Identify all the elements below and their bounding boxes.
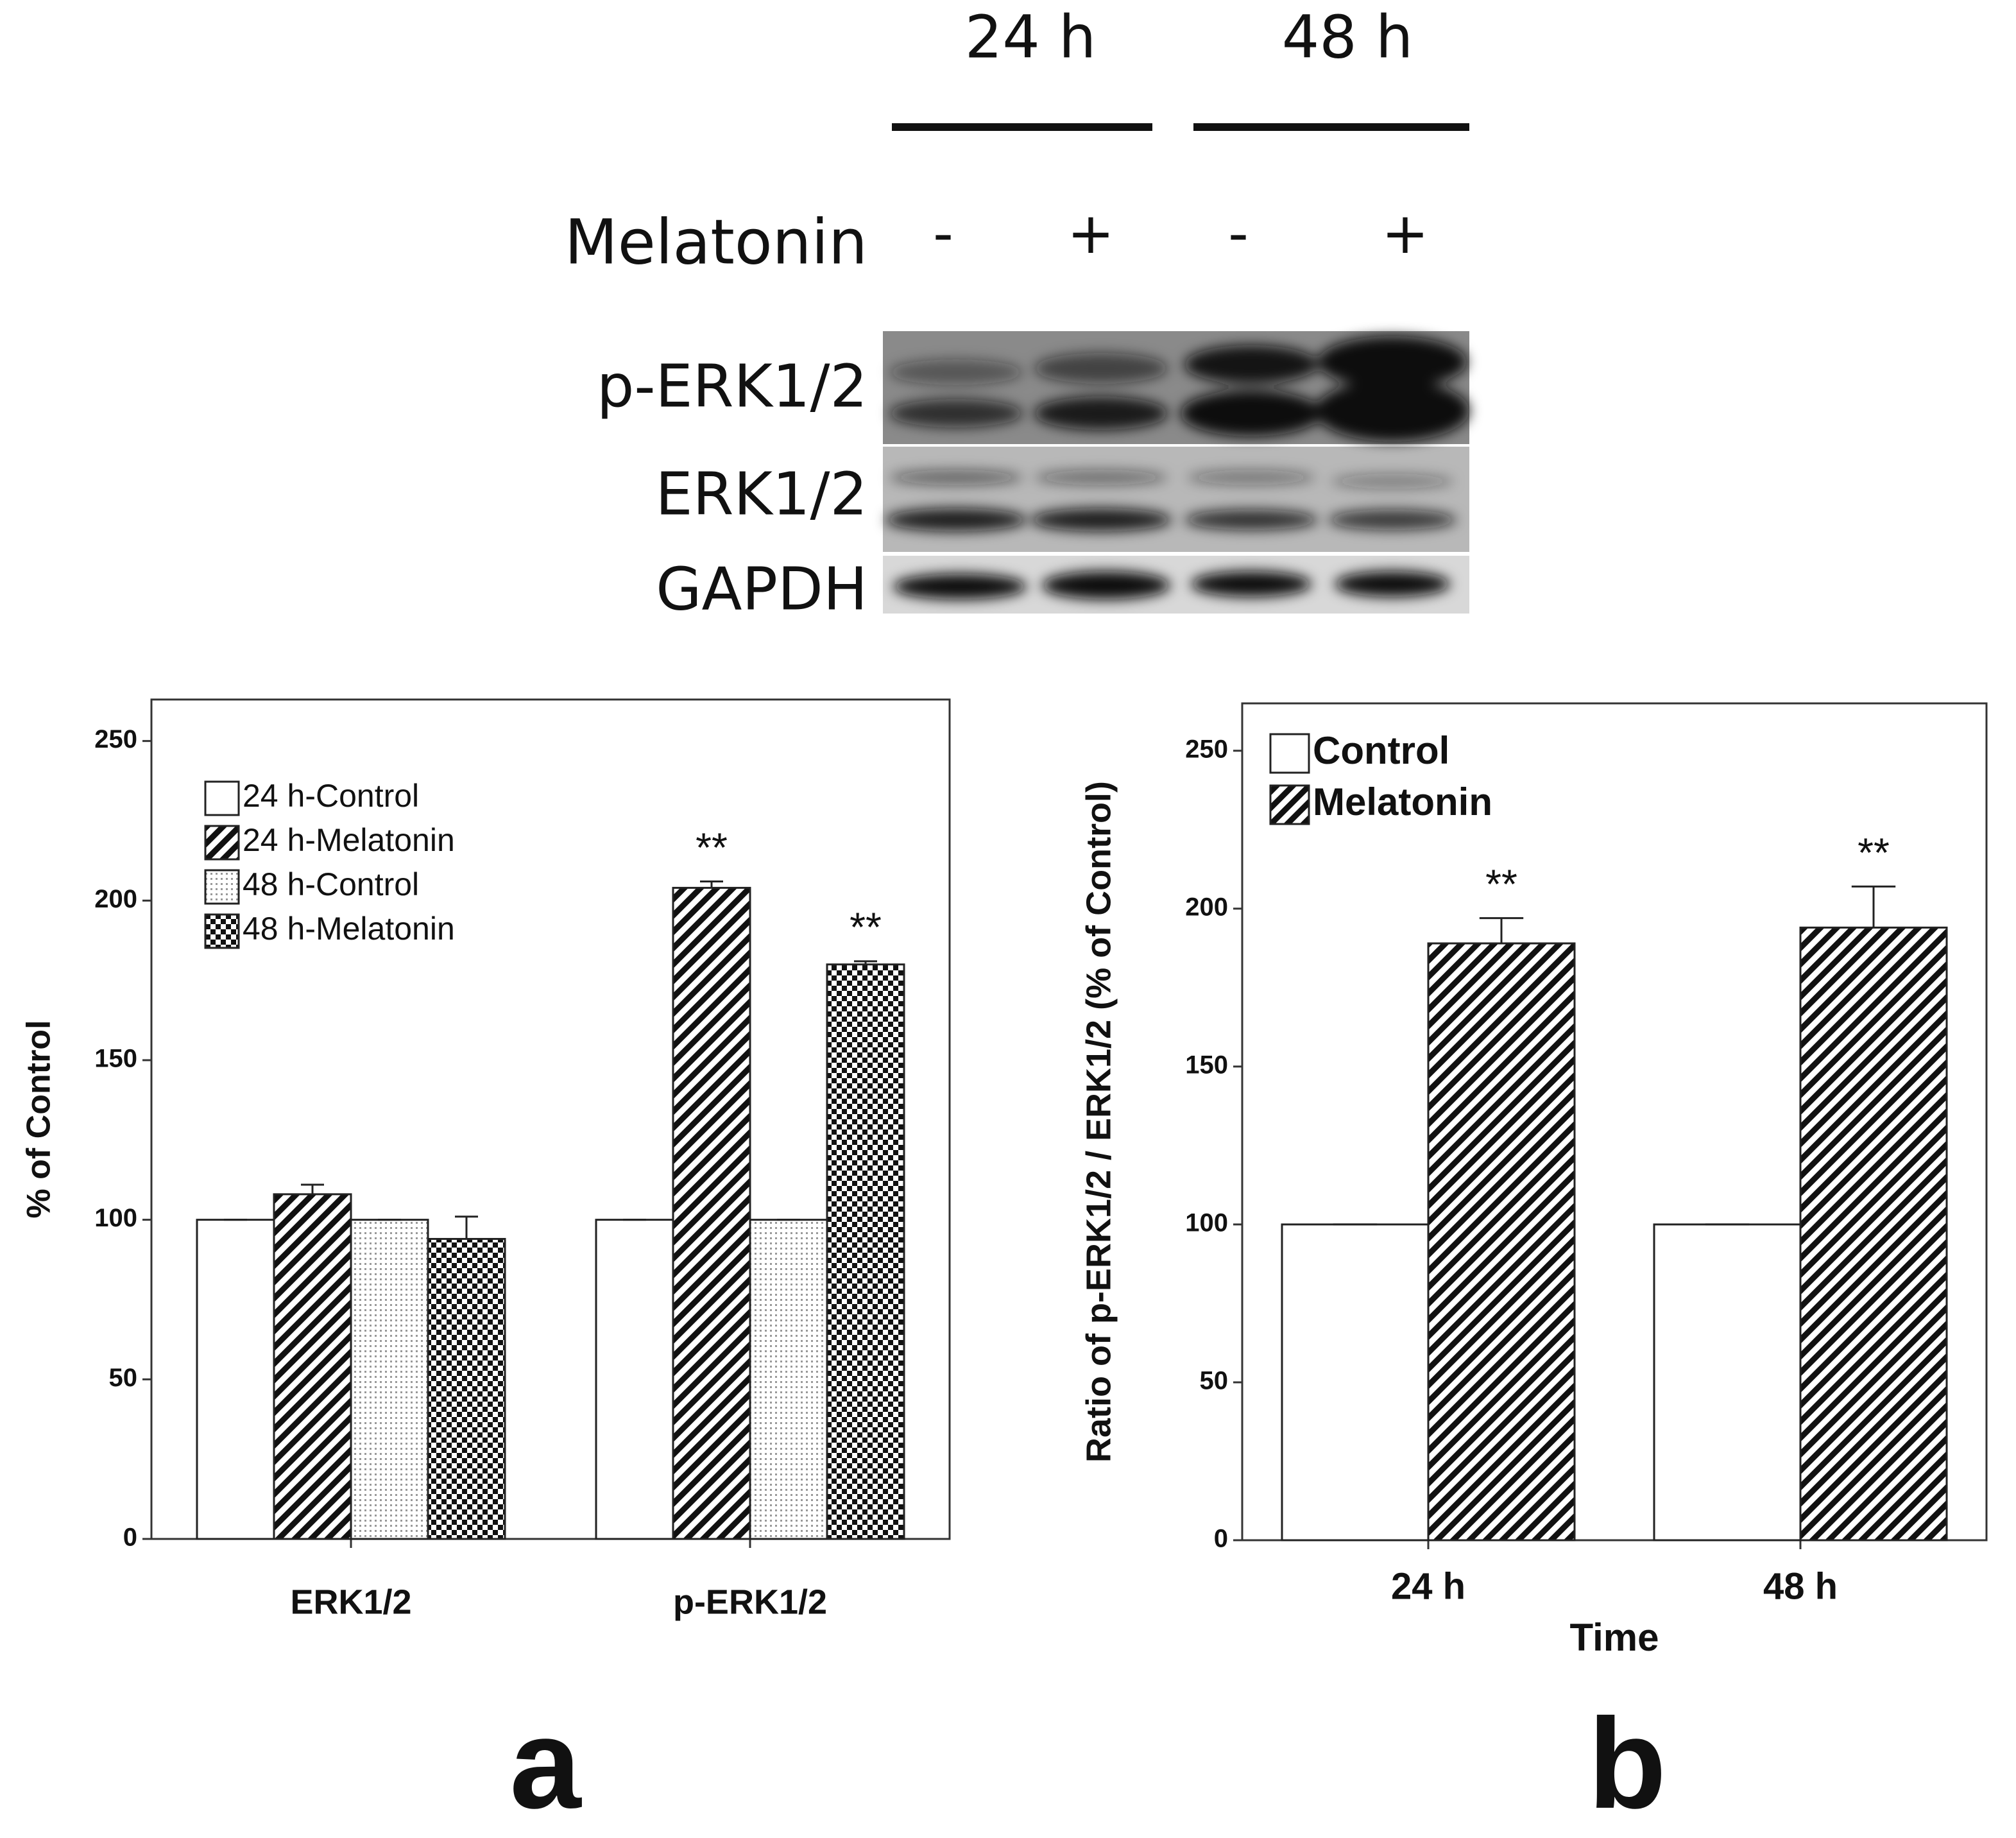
treatment-sign: + (1067, 200, 1115, 266)
y-tick-label: 50 (1200, 1367, 1229, 1395)
western-blot: 24 h 48 h Melatonin - + - + p-ERK1/2 ERK… (565, 3, 1469, 623)
bar (1427, 942, 1576, 1542)
bar (196, 1219, 275, 1540)
y-tick-label: 250 (1185, 735, 1228, 763)
bar (595, 1219, 674, 1540)
y-tick-label: 100 (94, 1204, 137, 1232)
y-axis-label: % of Control (21, 1020, 58, 1218)
y-tick-label: 200 (94, 885, 137, 913)
bar (672, 886, 751, 1540)
y-tick-label: 200 (1185, 893, 1228, 921)
x-axis-label: Time (1570, 1616, 1659, 1659)
legend-label: 48 h-Control (243, 866, 419, 902)
y-tick-label: 0 (1214, 1525, 1228, 1553)
y-tick-label: 150 (94, 1045, 137, 1073)
treatment-sign: - (933, 200, 953, 266)
significance-mark: ** (1858, 829, 1890, 875)
plot-frame (1241, 702, 1988, 1542)
y-tick-label: 100 (1185, 1208, 1228, 1237)
legend-swatch (1269, 784, 1310, 825)
error-bar (1851, 885, 1896, 928)
x-tick-label: p-ERK1/2 (673, 1583, 827, 1621)
bar (1799, 926, 1948, 1542)
bar (273, 1193, 352, 1540)
y-tick-label: 250 (94, 725, 137, 753)
error-bar (1479, 917, 1524, 943)
row-label: GAPDH (656, 554, 867, 623)
bar-chart: 0 50 100 150 200 250 Ratio of p-ERK1/2 / ERK1/… (1079, 702, 1988, 1659)
bar (1281, 1223, 1430, 1542)
legend-swatch (1269, 733, 1310, 774)
row-label: p-ERK1/2 (597, 352, 867, 420)
significance-mark: ** (1485, 861, 1517, 907)
legend-swatch (204, 913, 240, 949)
bar (350, 1219, 429, 1540)
legend-swatch (204, 780, 240, 816)
y-tick-label: 0 (123, 1524, 137, 1552)
error-bar (455, 1215, 478, 1239)
x-tick-label: ERK1/2 (290, 1583, 411, 1621)
x-tick-label: 24 h (1391, 1565, 1465, 1607)
legend-label: 24 h-Melatonin (243, 822, 455, 858)
row-label: ERK1/2 (656, 460, 867, 528)
bar (1653, 1223, 1802, 1542)
time-label: 48 h (1282, 3, 1414, 71)
bar-chart: 0 50 100 150 200 250 % of Control ERK1/2 p-ERK1/… (21, 698, 951, 1621)
bar (826, 963, 905, 1540)
plot-frame (150, 698, 951, 1540)
time-label: 24 h (965, 3, 1097, 71)
treatment-label: Melatonin (565, 206, 867, 278)
error-bar (854, 960, 877, 965)
error-bar (301, 1183, 324, 1194)
y-axis-label: Ratio of p-ERK1/2 / ERK1/2 (% of Control… (1079, 781, 1118, 1463)
legend-label: 24 h-Control (243, 778, 419, 814)
treatment-sign: - (1228, 200, 1249, 266)
blot-strip (883, 447, 1469, 552)
error-bar (700, 880, 723, 888)
legend-swatch (204, 869, 240, 905)
significance-mark: ** (696, 824, 728, 870)
treatment-sign: + (1381, 200, 1429, 266)
panel-label: b (1588, 1692, 1666, 1835)
y-tick-label: 50 (109, 1364, 138, 1392)
panel-label: a (509, 1692, 582, 1835)
significance-mark: ** (850, 904, 882, 950)
x-tick-label: 48 h (1763, 1565, 1838, 1607)
bar (749, 1219, 828, 1540)
legend-label: 48 h-Melatonin (243, 911, 455, 947)
bands (885, 336, 1469, 599)
legend-swatch (204, 825, 240, 861)
legend-label: Melatonin (1313, 780, 1492, 823)
y-tick-label: 150 (1185, 1051, 1228, 1079)
bar (427, 1238, 506, 1540)
legend-label: Control (1313, 729, 1449, 772)
